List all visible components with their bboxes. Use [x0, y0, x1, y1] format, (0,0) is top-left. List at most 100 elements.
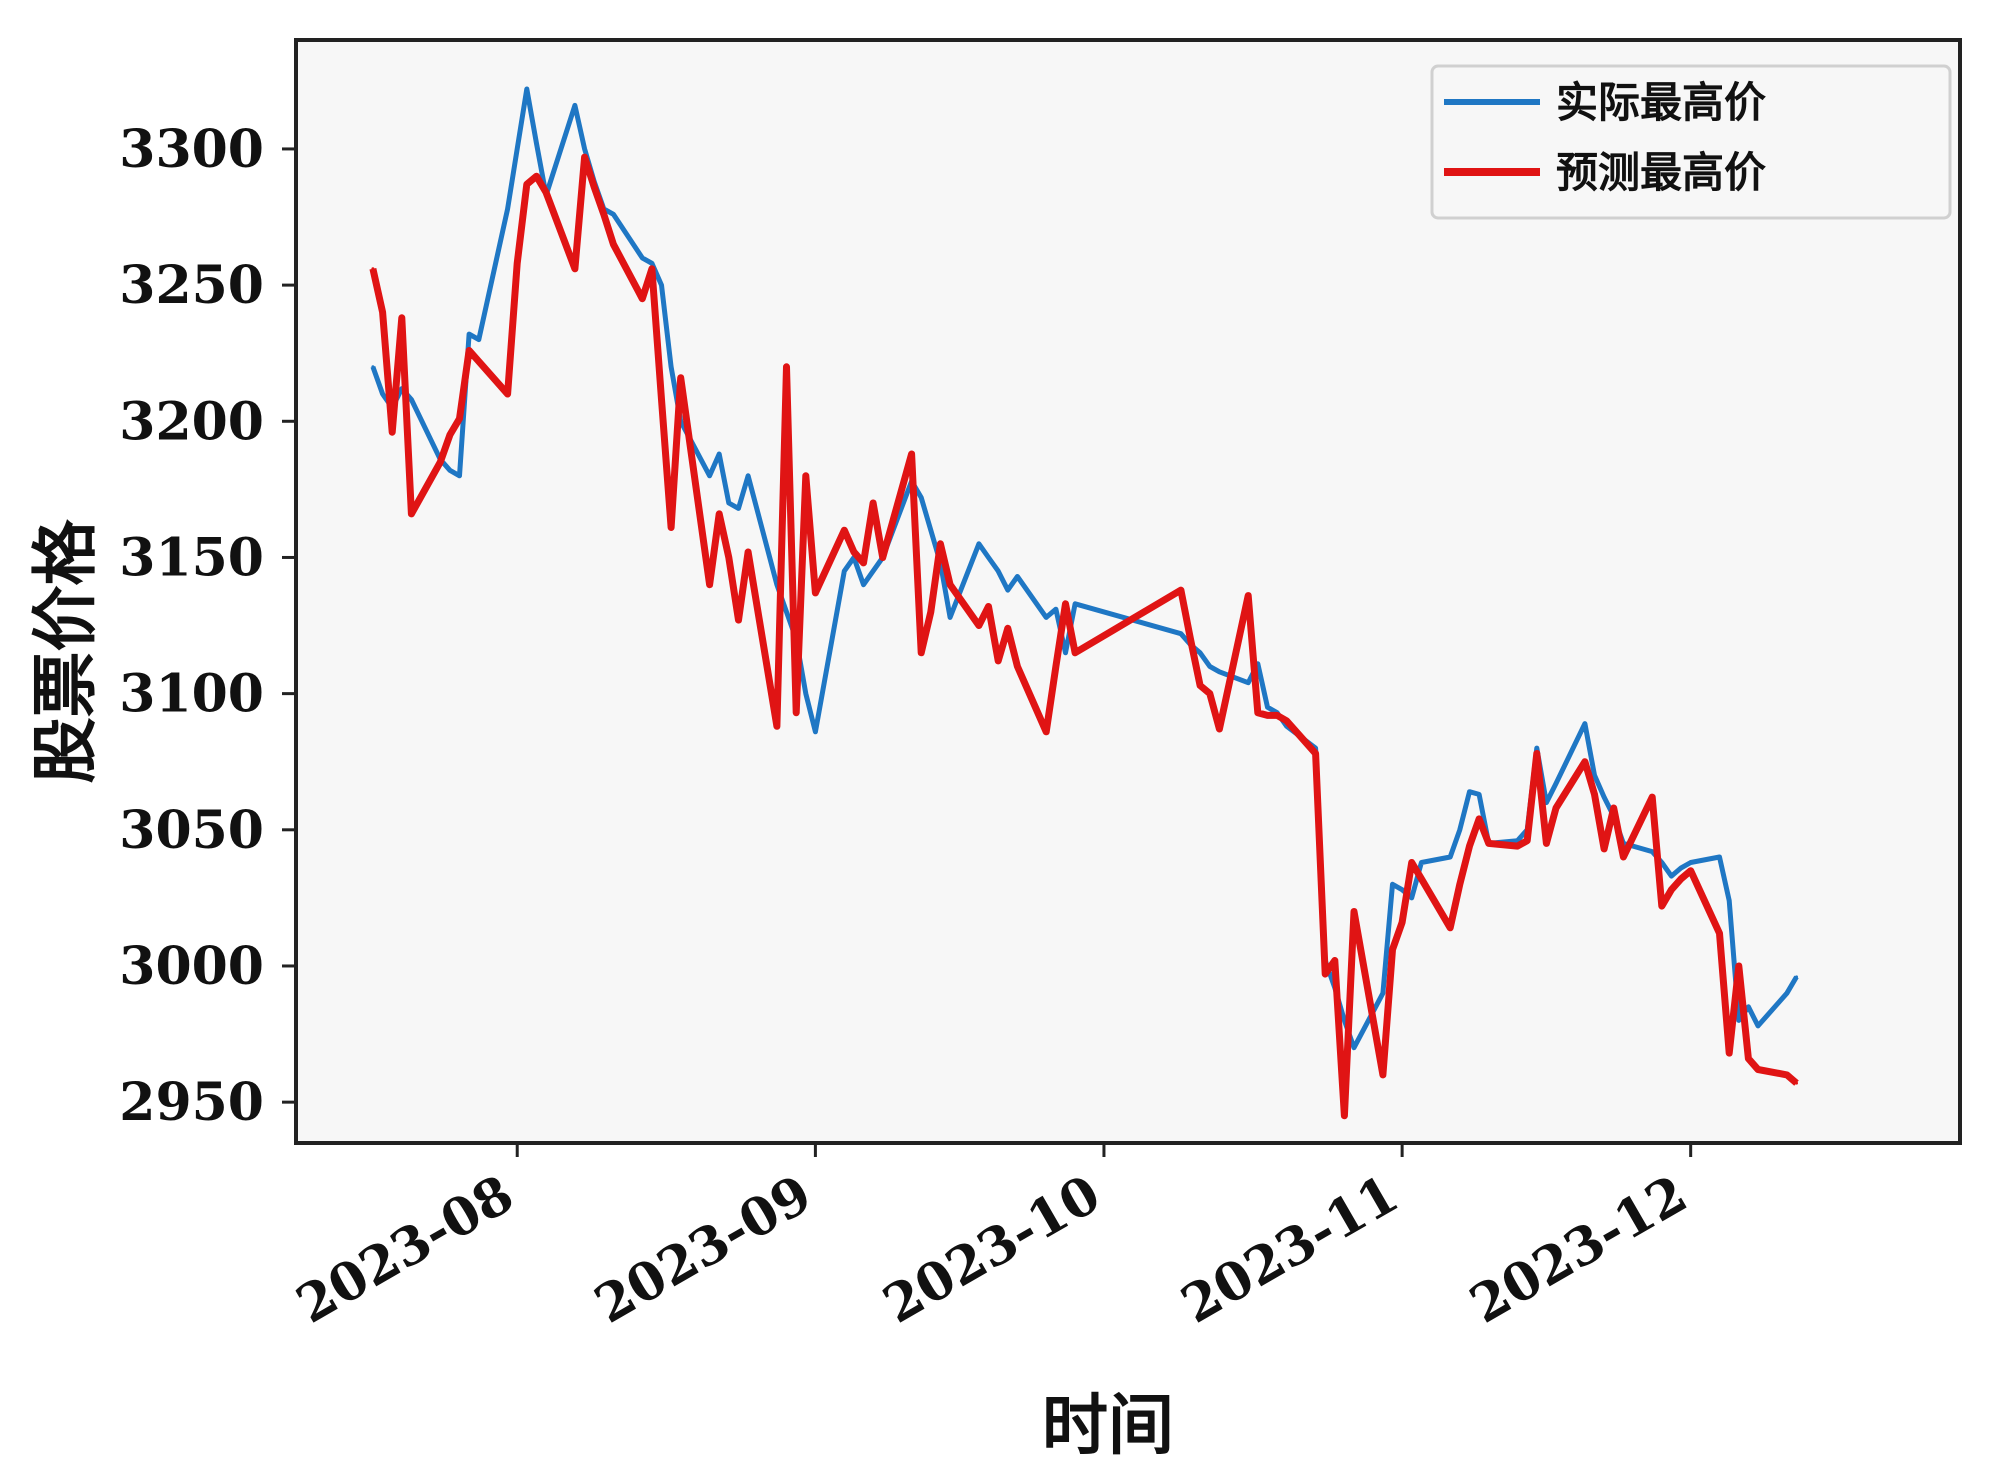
- data-point-actual-69: [1381, 991, 1385, 995]
- data-point-actual-45: [977, 542, 981, 546]
- data-point-predicted-73: [1419, 877, 1423, 881]
- data-point-predicted-3: [400, 316, 404, 320]
- data-point-predicted-60: [1256, 711, 1260, 715]
- y-axis: 2950 3000 3050 3100 3150 3200 3250 3300: [119, 119, 296, 1133]
- data-point-actual-44: [948, 615, 952, 619]
- data-point-actual-83: [1554, 782, 1558, 785]
- data-point-predicted-53: [1073, 651, 1077, 655]
- data-point-predicted-95: [1727, 1051, 1731, 1055]
- data-point-predicted-61: [1266, 713, 1269, 717]
- data-point-predicted-18: [602, 212, 606, 216]
- data-point-predicted-36: [852, 550, 856, 554]
- data-point-predicted-91: [1669, 888, 1673, 892]
- data-point-predicted-25: [708, 583, 712, 587]
- data-point-actual-75: [1458, 828, 1462, 832]
- data-point-predicted-30: [775, 724, 779, 728]
- data-point-actual-33: [804, 692, 808, 696]
- data-point-predicted-85: [1593, 792, 1596, 796]
- data-point-predicted-29: [746, 550, 750, 554]
- data-point-actual-20: [640, 256, 644, 260]
- data-point-actual-12: [525, 87, 529, 91]
- data-point-actual-61: [1266, 705, 1269, 709]
- data-point-actual-54: [1179, 632, 1183, 636]
- data-point-predicted-33: [804, 474, 808, 478]
- data-point-predicted-97: [1746, 1057, 1750, 1061]
- data-point-actual-37: [862, 583, 865, 587]
- data-point-predicted-62: [1275, 713, 1279, 717]
- data-point-predicted-27: [727, 556, 731, 559]
- legend-label-actual: 实际最高价: [1556, 78, 1766, 127]
- data-point-predicted-96: [1737, 964, 1741, 968]
- data-point-actual-0: [371, 365, 375, 369]
- y-tick-label: 3000: [119, 936, 264, 997]
- data-point-predicted-51: [1054, 664, 1058, 668]
- data-point-predicted-44: [948, 583, 952, 587]
- data-point-predicted-31: [785, 365, 788, 369]
- data-point-actual-15: [573, 103, 577, 107]
- data-point-actual-22: [660, 283, 663, 287]
- data-point-predicted-9: [477, 359, 481, 363]
- data-point-actual-6: [448, 468, 452, 472]
- data-point-predicted-46: [987, 605, 990, 608]
- y-tick-label: 3250: [119, 255, 264, 316]
- data-point-predicted-49: [1015, 664, 1019, 668]
- data-point-predicted-47: [996, 659, 1000, 663]
- data-point-predicted-0: [371, 267, 375, 271]
- data-point-predicted-15: [573, 267, 577, 271]
- data-point-actual-19: [611, 212, 615, 216]
- data-point-predicted-92: [1679, 877, 1683, 881]
- data-point-predicted-64: [1314, 752, 1318, 755]
- data-point-predicted-54: [1179, 588, 1183, 592]
- data-point-predicted-88: [1621, 855, 1625, 859]
- data-point-predicted-37: [862, 561, 865, 565]
- data-point-actual-68: [1352, 1046, 1356, 1050]
- data-point-predicted-38: [871, 501, 875, 505]
- data-point-predicted-52: [1064, 602, 1067, 606]
- data-point-predicted-14: [544, 191, 548, 194]
- data-point-predicted-55: [1189, 637, 1192, 641]
- data-point-predicted-83: [1554, 806, 1558, 810]
- data-point-predicted-94: [1718, 931, 1721, 935]
- data-point-predicted-72: [1410, 861, 1414, 864]
- legend-label-predicted: 预测最高价: [1556, 148, 1766, 197]
- data-point-actual-9: [477, 338, 481, 342]
- data-point-predicted-70: [1391, 948, 1394, 952]
- data-point-actual-73: [1419, 861, 1423, 864]
- data-point-predicted-93: [1689, 869, 1693, 873]
- data-point-predicted-69: [1381, 1073, 1385, 1077]
- data-point-actual-92: [1679, 866, 1683, 870]
- data-point-actual-86: [1602, 795, 1606, 799]
- data-point-actual-42: [929, 528, 933, 532]
- data-point-predicted-76: [1468, 844, 1471, 848]
- data-point-predicted-2: [390, 430, 394, 434]
- data-point-predicted-90: [1660, 904, 1664, 908]
- data-point-predicted-74: [1448, 926, 1452, 930]
- data-point-actual-27: [727, 501, 731, 505]
- data-point-actual-79: [1516, 839, 1519, 843]
- data-point-actual-28: [737, 506, 740, 510]
- data-point-predicted-65: [1323, 972, 1327, 976]
- data-point-actual-16: [583, 147, 587, 151]
- data-point-actual-52: [1064, 651, 1067, 655]
- data-point-predicted-80: [1525, 839, 1529, 843]
- data-point-predicted-78: [1487, 841, 1491, 845]
- data-point-predicted-45: [977, 624, 981, 627]
- data-point-predicted-77: [1477, 817, 1481, 821]
- y-axis-title: 股票价格: [27, 519, 104, 784]
- data-point-predicted-43: [938, 542, 942, 546]
- data-point-actual-100: [1795, 975, 1798, 979]
- data-point-predicted-39: [881, 556, 885, 559]
- y-tick-label: 3300: [119, 119, 264, 180]
- data-point-actual-7: [458, 474, 461, 478]
- data-point-predicted-87: [1612, 806, 1616, 810]
- data-point-actual-56: [1198, 651, 1202, 655]
- data-point-predicted-16: [583, 155, 587, 159]
- data-point-predicted-67: [1342, 1114, 1346, 1118]
- data-point-actual-26: [717, 452, 721, 456]
- y-tick-label: 3150: [119, 527, 264, 588]
- data-point-actual-99: [1785, 991, 1789, 995]
- data-point-predicted-1: [381, 310, 385, 314]
- data-point-actual-74: [1448, 855, 1452, 859]
- data-point-predicted-82: [1544, 841, 1548, 845]
